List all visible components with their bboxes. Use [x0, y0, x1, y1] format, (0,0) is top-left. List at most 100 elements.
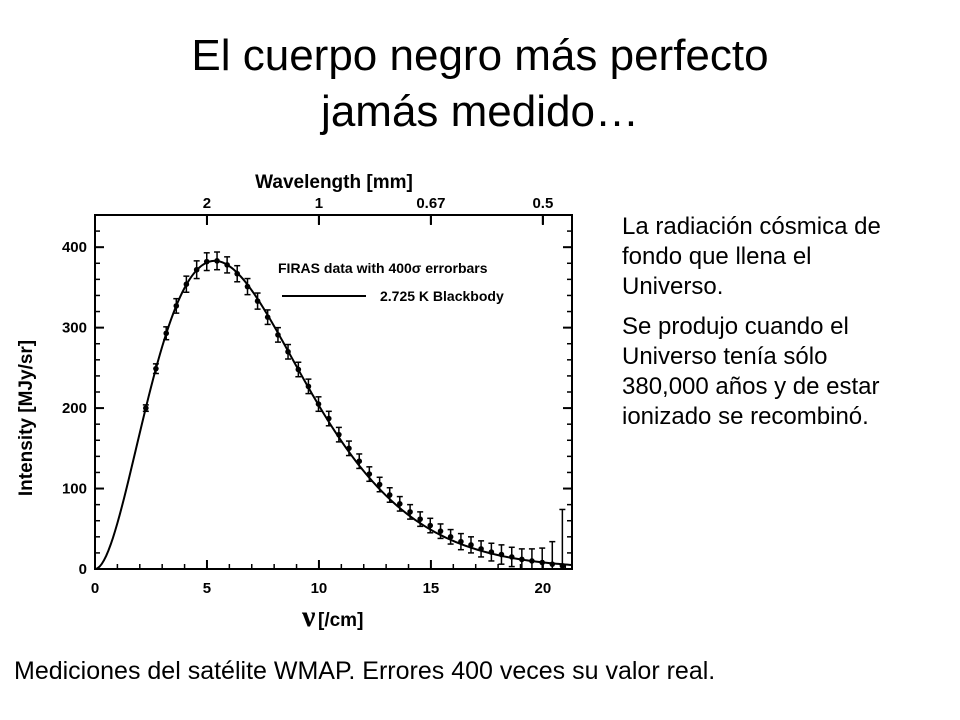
data-point [427, 517, 434, 534]
data-marker [173, 303, 180, 309]
title-line-2: jamás medido… [321, 87, 639, 136]
legend-line-label: 2.725 K Blackbody [380, 288, 504, 304]
y-tick-label: 400 [62, 239, 87, 256]
blackbody-curve [94, 259, 573, 570]
data-point [203, 252, 210, 272]
data-marker [356, 458, 363, 464]
data-marker [407, 509, 413, 515]
data-point [518, 548, 525, 570]
data-point [325, 410, 332, 427]
top-tick-label: 0.67 [416, 195, 445, 212]
data-point [264, 309, 271, 326]
data-point [468, 536, 475, 554]
data-point [234, 264, 241, 283]
data-point [274, 326, 281, 343]
data-point [498, 544, 505, 565]
data-marker [376, 481, 383, 488]
data-marker [315, 401, 322, 407]
data-point [508, 546, 515, 568]
data-point [163, 326, 170, 341]
data-marker [366, 471, 373, 477]
data-point [386, 486, 393, 503]
data-marker [325, 415, 332, 422]
data-point [142, 404, 149, 413]
description-paragraph-2: Se produjo cuando el Universo tenía sólo… [622, 313, 880, 430]
data-point [356, 453, 363, 470]
data-point [295, 361, 302, 378]
x-tick-label: 15 [423, 580, 440, 597]
y-axis-label: Intensity [MJy/sr] [16, 340, 37, 496]
data-marker [508, 554, 515, 560]
data-marker [437, 528, 444, 534]
data-marker [488, 549, 495, 555]
data-point [244, 277, 251, 296]
data-marker [458, 538, 464, 545]
data-point [478, 540, 485, 558]
data-point [183, 275, 190, 293]
data-marker [153, 365, 159, 372]
x-tick-label: 5 [203, 580, 211, 597]
data-marker [275, 332, 281, 338]
data-point [193, 260, 200, 280]
data-point [549, 540, 556, 570]
x-tick-label: 0 [91, 580, 99, 597]
x-axis-symbol: ν [301, 600, 316, 633]
data-point [214, 251, 221, 271]
data-marker [244, 283, 251, 290]
data-point [335, 426, 342, 443]
data-point [254, 292, 261, 310]
data-marker [549, 561, 556, 567]
y-tick-label: 200 [62, 400, 87, 417]
data-point [539, 547, 546, 570]
side-description: La radiación cósmica de fondo que llena … [622, 212, 912, 442]
top-axis-label: Wavelength [mm] [255, 172, 413, 193]
data-marker [285, 348, 291, 355]
caption: Mediciones del satélite WMAP. Errores 40… [14, 657, 716, 685]
data-marker [183, 281, 190, 287]
data-point [285, 343, 292, 360]
description-paragraph-1: La radiación cósmica de fondo que llena … [622, 213, 881, 300]
data-point [437, 523, 444, 540]
data-point [528, 548, 535, 570]
data-marker [234, 270, 241, 277]
data-marker [336, 431, 342, 438]
data-point [173, 297, 180, 314]
data-marker [478, 546, 484, 552]
legend-points-label: FIRAS data with 400σ errorbars [278, 260, 488, 276]
data-marker [519, 556, 525, 563]
data-marker [264, 314, 271, 320]
y-tick-label: 100 [62, 481, 87, 498]
data-point [407, 503, 414, 520]
top-tick-label: 1 [315, 195, 323, 212]
data-point [447, 528, 454, 545]
y-tick-label: 0 [79, 561, 87, 578]
data-marker [447, 534, 454, 540]
data-point [396, 495, 403, 512]
data-marker [203, 258, 210, 265]
data-point [559, 508, 566, 570]
data-marker [417, 516, 423, 522]
data-point [152, 363, 159, 375]
data-marker [529, 558, 535, 564]
data-point [376, 476, 383, 493]
data-point [345, 440, 352, 457]
data-marker [214, 258, 220, 264]
data-marker [143, 405, 149, 411]
top-tick-label: 0.5 [532, 195, 553, 212]
data-point [305, 378, 312, 395]
data-marker [498, 551, 505, 558]
data-marker [305, 383, 312, 390]
data-point [488, 542, 495, 562]
data-marker [254, 298, 261, 304]
slide-title: El cuerpo negro más perfecto jamás medid… [40, 28, 920, 140]
x-tick-label: 10 [311, 580, 328, 597]
data-marker [295, 366, 302, 373]
data-point [457, 532, 464, 551]
data-marker [539, 559, 546, 566]
y-tick-label: 300 [62, 320, 87, 337]
data-marker [346, 445, 352, 452]
x-axis-unit: [/cm] [318, 610, 363, 631]
data-point [366, 466, 373, 483]
data-marker [559, 562, 566, 569]
